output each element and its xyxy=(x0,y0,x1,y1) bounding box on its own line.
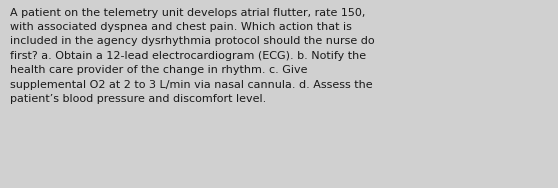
Text: A patient on the telemetry unit develops atrial flutter, rate 150,
with associat: A patient on the telemetry unit develops… xyxy=(10,8,374,104)
